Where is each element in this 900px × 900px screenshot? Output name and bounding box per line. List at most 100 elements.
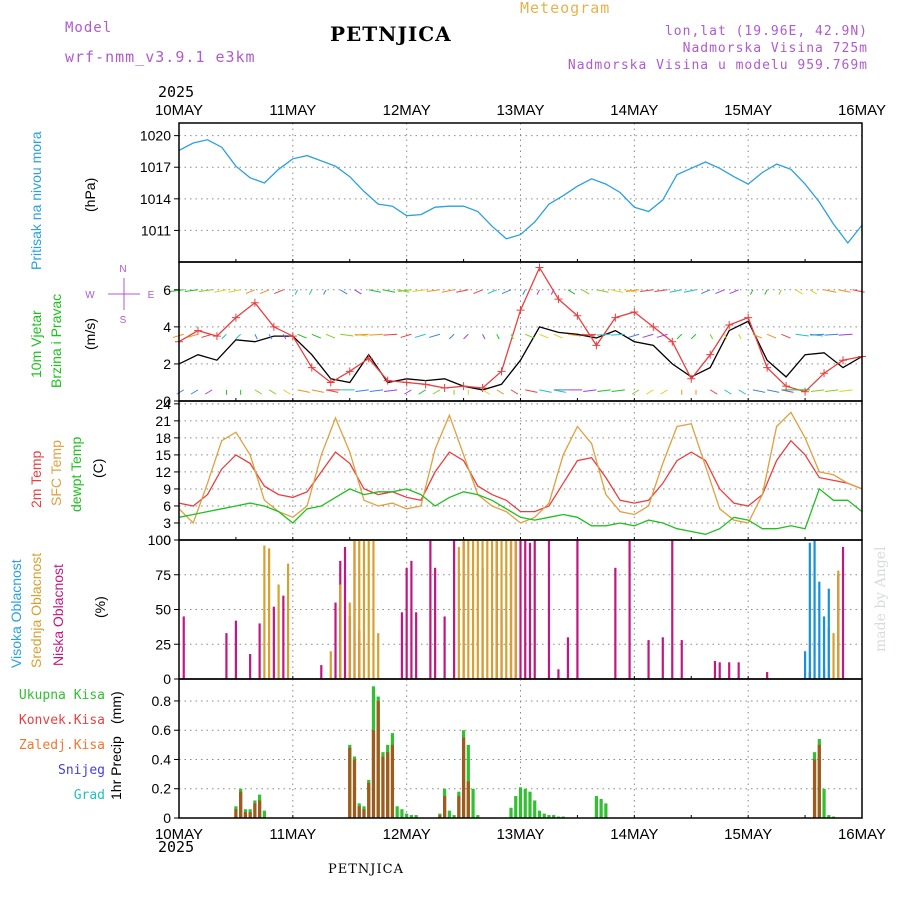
legend-freezing-rain: Zaledj.Kisa [18, 738, 105, 753]
precip-bar-ukupna-kisa [452, 815, 456, 818]
wind-arrow [441, 289, 455, 293]
wind-arrow [496, 334, 500, 340]
clouds-bar-srednja-oblacnost [832, 633, 835, 679]
clouds-bar-niska-oblacnost [728, 662, 731, 679]
wind-arrow [553, 333, 563, 339]
clouds-bar-srednja-oblacnost [457, 546, 460, 679]
temperature-series-2m-temp [178, 439, 863, 513]
wind-gust-marker [307, 363, 316, 372]
wind-arrow [567, 333, 582, 337]
date-label-bottom: 11MAY [269, 826, 316, 843]
clouds-bar-niska-oblacnost [533, 540, 536, 679]
wind-arrow [176, 389, 185, 395]
clouds-bar-niska-oblacnost [400, 612, 404, 679]
precip-bar-ukupna-kisa [405, 813, 409, 818]
wind-arrow [628, 333, 640, 338]
wind-arrow [482, 334, 486, 340]
clouds-bar-niska-oblacnost [410, 560, 413, 679]
wind-arrow [198, 289, 213, 292]
clouds-bar-srednja-oblacnost [372, 540, 375, 679]
wind-arrow [536, 289, 540, 295]
altitude: Nadmorska Visina 725m [682, 41, 868, 56]
precip-bar-konvek-kisa [253, 803, 257, 818]
wind-gust-marker [383, 376, 392, 385]
wind-arrow [354, 333, 369, 336]
date-label-bottom: 10MAY [155, 826, 203, 843]
wind-arrow [764, 289, 768, 295]
wind-arrow [463, 333, 469, 340]
wind-arrow [709, 334, 714, 340]
precip-bar-ukupna-kisa [528, 791, 532, 818]
wind-arrow [404, 389, 412, 395]
clouds-bar-niska-oblacnost [452, 540, 456, 679]
precip-bar-ukupna-kisa [518, 787, 523, 818]
wind-gust-marker [212, 332, 221, 341]
wind-arrow [525, 333, 535, 339]
wind-arrow [778, 289, 782, 295]
date-label-top: 10MAY [155, 102, 203, 119]
temperature-series-dewpt-temp [178, 487, 863, 535]
wind-arrow [660, 389, 668, 395]
wind-gust-marker [421, 380, 430, 389]
wind-arrow [308, 289, 313, 295]
wind-arrow [311, 333, 321, 339]
compass-w: W [85, 290, 95, 301]
wind-arrow [583, 389, 597, 393]
precip-bar-ukupna-kisa [827, 815, 831, 818]
wind-gust-marker [725, 321, 734, 330]
wind-arrow [204, 389, 213, 395]
wind-arrow [221, 333, 227, 340]
clouds-bar-srednja-oblacnost [377, 633, 380, 679]
wind-gust-marker [231, 313, 240, 322]
wind-arrow [510, 334, 514, 340]
precip-bar-konvek-kisa [381, 756, 385, 818]
clouds-bar-niska-oblacnost [766, 672, 769, 679]
wind-arrow [631, 389, 640, 395]
wind-arrow [525, 389, 538, 393]
wind-arrow [625, 289, 640, 292]
wind-arrow [214, 289, 227, 293]
temperature-ytick-label: 18 [155, 430, 171, 446]
wind-gust-marker [554, 295, 563, 304]
clouds-bar-niska-oblacnost [718, 662, 721, 679]
wind-arrow [539, 333, 549, 339]
wind-arrow [766, 333, 777, 339]
wind-ytick-label: 2 [163, 356, 171, 372]
precip-bar-konvek-kisa [348, 747, 352, 818]
wind-arrow [398, 289, 412, 292]
clouds-bar-srednja-oblacnost [481, 540, 484, 679]
clouds-bar-srednja-oblacnost [505, 540, 508, 679]
clouds-bar-srednja-oblacnost [514, 540, 517, 679]
clouds-bar-srednja-oblacnost [467, 540, 470, 679]
precip-bar-konvek-kisa [386, 752, 390, 818]
clouds-bar-niska-oblacnost [234, 620, 238, 679]
temperature-ytick-label: 0 [163, 532, 171, 548]
wind-arrow [383, 333, 398, 336]
wind-gust-marker [687, 374, 696, 383]
wind-gust-marker [573, 311, 582, 320]
legend-convective-rain: Konvek.Kisa [18, 713, 105, 728]
clouds-bar-niska-oblacnost [628, 540, 631, 679]
temperature-ytick-label: 9 [163, 481, 171, 497]
temperature-ytick-label: 3 [163, 515, 171, 531]
wind-arrow [654, 289, 668, 292]
year-top: 2025 [158, 83, 195, 101]
wind-arrow [611, 333, 625, 336]
precip-bar-konvek-kisa [352, 759, 357, 818]
wind-ytick-label: 0 [163, 393, 171, 409]
precip-bar-ukupna-kisa [395, 806, 399, 818]
wind-arrow [701, 289, 711, 295]
precip-bar-ukupna-kisa [523, 788, 527, 818]
wind-arrow [683, 289, 697, 293]
precip-bar-konvek-kisa [817, 744, 821, 818]
wind-arrow [254, 389, 263, 395]
precip-bar-konvek-kisa [371, 730, 376, 818]
date-label-bottom: 14MAY [610, 826, 658, 843]
wind-arrow [268, 389, 277, 395]
wind-arrow [482, 389, 490, 395]
legend-total-rain: Ukupna Kisa [18, 688, 105, 703]
temperature-ytick-label: 6 [163, 498, 171, 514]
wind-arrow [228, 289, 241, 293]
clouds-bar-niska-oblacnost [671, 540, 674, 679]
precip-bar-konvek-kisa [367, 782, 371, 818]
